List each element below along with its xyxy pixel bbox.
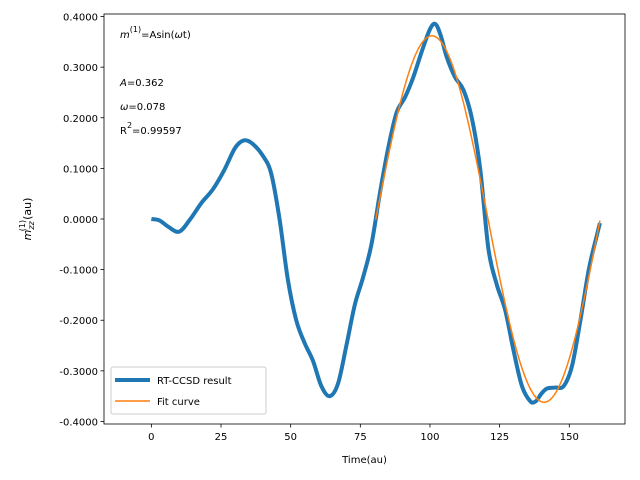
y-tick-label: 0.3000 <box>63 63 98 74</box>
x-tick-label: 25 <box>215 432 228 443</box>
svg-text:R2=0.99597: R2=0.99597 <box>120 121 182 137</box>
y-axis-label-sub: zz <box>27 220 36 230</box>
series-line-fit <box>374 35 601 403</box>
annotation-formula-sup: (1) <box>130 25 141 34</box>
annotation-a-symbol: A <box>119 78 127 89</box>
y-tick-label: -0.1000 <box>59 266 98 277</box>
x-tick-label: 50 <box>284 432 297 443</box>
y-tick-label: -0.4000 <box>59 417 98 428</box>
x-tick-label: 100 <box>420 432 439 443</box>
x-tick-label: 125 <box>490 432 509 443</box>
x-axis-label: Time(au) <box>341 455 387 466</box>
y-tick-label: 0.0000 <box>63 215 98 226</box>
annotation-r2-sup: 2 <box>127 121 132 130</box>
y-tick-label: 0.4000 <box>63 13 98 24</box>
plot-background <box>104 14 625 424</box>
legend-label-rtccsd: RT-CCSD result <box>157 376 232 387</box>
annotation-omega-symbol: ω <box>120 102 128 113</box>
y-axis-ticks: -0.4000 -0.3000 -0.2000 -0.1000 0.0000 0.1000… <box>59 13 104 428</box>
y-tick-label: 0.2000 <box>63 114 98 125</box>
y-axis-label-main: m <box>21 230 34 241</box>
svg-text:A=0.362: A=0.362 <box>119 78 164 89</box>
x-tick-label: 75 <box>354 432 367 443</box>
annotation-formula-rest-b: t) <box>183 30 191 41</box>
y-tick-label: -0.2000 <box>59 316 98 327</box>
series-line-rtccsd <box>151 21 602 405</box>
annotation-omega-value: =0.078 <box>128 102 165 113</box>
annotation-formula-omega: ω <box>175 30 183 41</box>
y-axis-label: mzz(1)(au) <box>18 198 36 241</box>
annotation-r2-symbol: R <box>120 126 127 137</box>
svg-text:mzz(1)(au): mzz(1)(au) <box>18 198 36 241</box>
y-tick-label: 0.1000 <box>63 164 98 175</box>
svg-text:m(1)=Asin(ωt): m(1)=Asin(ωt) <box>120 25 191 41</box>
y-tick-label: -0.3000 <box>59 367 98 378</box>
y-axis-label-unit: (au) <box>21 198 34 220</box>
x-tick-label: 0 <box>148 432 154 443</box>
x-tick-label: 150 <box>560 432 579 443</box>
annotation-a-value: =0.362 <box>127 78 164 89</box>
annotation-formula-rest-a: =Asin( <box>141 30 175 41</box>
svg-text:ω=0.078: ω=0.078 <box>120 102 165 113</box>
annotation-r2-value: =0.99597 <box>132 126 182 137</box>
x-axis-ticks: 0 25 50 75 100 125 150 <box>148 424 579 443</box>
y-axis-label-sup: (1) <box>18 220 27 231</box>
annotation-formula-prefix: m <box>120 30 130 41</box>
fit-annotation: m(1)=Asin(ωt) A=0.362 ω=0.078 R2=0.99597 <box>119 25 191 137</box>
legend: RT-CCSD result Fit curve <box>110 366 267 415</box>
series-layer <box>151 21 602 405</box>
legend-label-fit: Fit curve <box>157 397 200 408</box>
